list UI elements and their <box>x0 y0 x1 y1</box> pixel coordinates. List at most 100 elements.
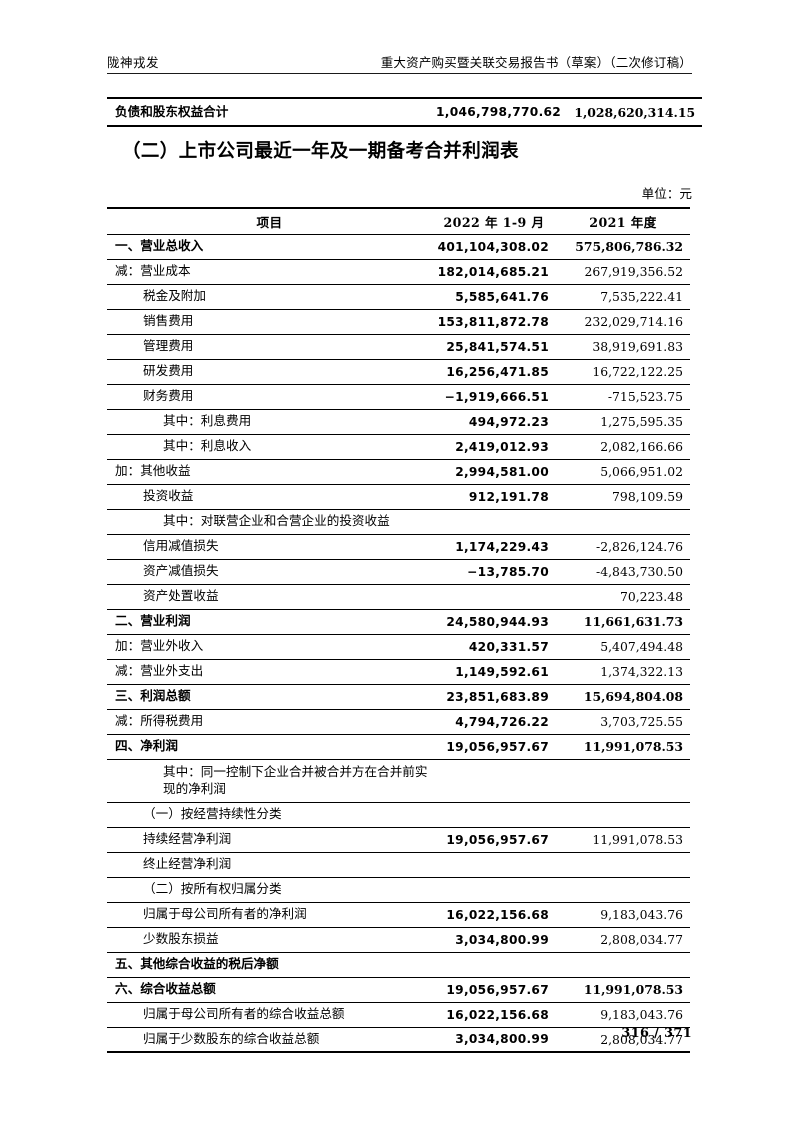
row-value-period2: -2,826,124.76 <box>596 539 683 554</box>
row-item-label: 减：营业外支出 <box>115 663 204 679</box>
row-value-period1 <box>432 779 556 783</box>
row-item-cell: 四、净利润 <box>107 733 432 759</box>
row-value-period1-cell: 16,256,471.85 <box>432 358 556 384</box>
row-item-label: 终止经营净利润 <box>143 856 232 872</box>
row-item-cell: 资产处置收益 <box>107 583 432 609</box>
row-value-period2: 5,407,494.48 <box>600 639 683 654</box>
row-value-period2-cell: 70,223.48 <box>556 583 690 609</box>
row-value-period1: 401,104,308.02 <box>437 239 549 254</box>
row-value-period1-cell: 182,014,685.21 <box>432 258 556 284</box>
row-value-period1: 23,851,683.89 <box>446 689 549 704</box>
row-value-period1: 153,811,872.78 <box>437 314 549 329</box>
table-row: 二、营业利润 24,580,944.93 11,661,631.73 <box>107 608 690 634</box>
row-item-cell: 终止经营净利润 <box>107 851 432 877</box>
row-value-period1: 19,056,957.67 <box>446 982 549 997</box>
row-item-cell: 减：营业成本 <box>107 258 432 284</box>
row-item-label: 归属于少数股东的综合收益总额 <box>143 1031 320 1047</box>
row-item-label: 管理费用 <box>143 338 194 354</box>
row-item-cell: 归属于少数股东的综合收益总额 <box>107 1026 432 1053</box>
section-title: （二）上市公司最近一年及一期备考合并利润表 <box>122 141 519 162</box>
row-item-cell: 六、综合收益总额 <box>107 976 432 1002</box>
row-value-period1: 25,841,574.51 <box>446 339 549 354</box>
table-row: 其中：同一控制下企业合并被合并方在合并前实现的净利润 <box>107 758 690 802</box>
carry-over-item-label: 负债和股东权益合计 <box>115 103 229 119</box>
row-value-period2-cell: 2,082,166.66 <box>556 433 690 459</box>
table-row: （二）按所有权归属分类 <box>107 876 690 902</box>
row-value-period2: 70,223.48 <box>619 589 683 604</box>
row-item-cell: 资产减值损失 <box>107 558 432 584</box>
row-item-label: （一）按经营持续性分类 <box>143 806 282 822</box>
row-value-period2 <box>556 863 690 867</box>
row-value-period1: 2,419,012.93 <box>455 439 549 454</box>
row-value-period1: 3,034,800.99 <box>455 1032 549 1047</box>
row-value-period1 <box>432 963 556 967</box>
row-value-period1-cell: 912,191.78 <box>432 483 556 509</box>
row-value-period1: 3,034,800.99 <box>455 932 549 947</box>
row-value-period1-cell <box>432 758 556 802</box>
row-value-period2: 798,109.59 <box>612 489 683 504</box>
column-header-period2-cell: 2021 年度 <box>556 207 690 235</box>
row-value-period2: 11,991,078.53 <box>583 739 683 754</box>
row-value-period2-cell: 798,109.59 <box>556 483 690 509</box>
row-value-period2 <box>556 963 690 967</box>
table-row: 四、净利润 19,056,957.67 11,991,078.53 <box>107 733 690 759</box>
row-value-period2-cell: 267,919,356.52 <box>556 258 690 284</box>
row-value-period1-cell: 3,034,800.99 <box>432 1026 556 1053</box>
carry-over-value-1: 1,046,798,770.62 <box>436 105 562 119</box>
row-value-period1: 4,794,726.22 <box>455 714 549 729</box>
row-item-cell: （二）按所有权归属分类 <box>107 876 432 902</box>
row-item-label: 归属于母公司所有者的净利润 <box>143 906 307 922</box>
row-value-period1: 1,149,592.61 <box>455 664 549 679</box>
row-value-period2-cell <box>556 851 690 877</box>
row-value-period2-cell: 7,535,222.41 <box>556 283 690 309</box>
row-value-period1-cell: 1,149,592.61 <box>432 658 556 684</box>
table-row: （一）按经营持续性分类 <box>107 801 690 827</box>
row-item-label: 信用减值损失 <box>143 538 219 554</box>
table-row: 归属于母公司所有者的净利润 16,022,156.68 9,183,043.76 <box>107 901 690 927</box>
row-value-period1-cell: 19,056,957.67 <box>432 733 556 759</box>
row-value-period2-cell: 232,029,714.16 <box>556 308 690 334</box>
row-value-period1: 16,256,471.85 <box>446 364 549 379</box>
row-value-period2 <box>556 779 690 783</box>
row-value-period2-cell: 11,991,078.53 <box>556 733 690 759</box>
row-item-cell: 少数股东损益 <box>107 926 432 952</box>
row-value-period2: 7,535,222.41 <box>600 289 683 304</box>
row-value-period2-cell: -2,826,124.76 <box>556 533 690 559</box>
row-value-period2: -4,843,730.50 <box>596 564 683 579</box>
row-value-period2: 1,275,595.35 <box>600 414 683 429</box>
row-value-period2-cell: -4,843,730.50 <box>556 558 690 584</box>
table-row: 三、利润总额 23,851,683.89 15,694,804.08 <box>107 683 690 709</box>
unit-note: 单位：元 <box>641 186 692 201</box>
row-item-label: 加：其他收益 <box>115 463 191 479</box>
row-item-label: 六、综合收益总额 <box>115 981 216 997</box>
row-value-period1-cell: 494,972.23 <box>432 408 556 434</box>
row-value-period1-cell: 19,056,957.67 <box>432 826 556 852</box>
table-row: 五、其他综合收益的税后净额 <box>107 951 690 977</box>
row-value-period1: 494,972.23 <box>468 414 549 429</box>
row-item-label: 资产减值损失 <box>143 563 219 579</box>
row-value-period2-cell <box>556 758 690 802</box>
row-value-period2: 11,991,078.53 <box>592 832 683 847</box>
row-value-period1: 912,191.78 <box>468 489 549 504</box>
page-number: 316 / 371 <box>621 1026 692 1041</box>
row-value-period2-cell: 1,275,595.35 <box>556 408 690 434</box>
row-item-label: 税金及附加 <box>143 288 206 304</box>
row-value-period2: 9,183,043.76 <box>600 1007 683 1022</box>
table-row: 加：营业外收入 420,331.57 5,407,494.48 <box>107 633 690 659</box>
row-value-period2: 11,991,078.53 <box>583 982 683 997</box>
table-row: 归属于少数股东的综合收益总额 3,034,800.99 2,808,034.77 <box>107 1026 690 1053</box>
row-value-period2-cell: 5,407,494.48 <box>556 633 690 659</box>
row-value-period2-cell: 11,991,078.53 <box>556 826 690 852</box>
row-item-cell: 归属于母公司所有者的净利润 <box>107 901 432 927</box>
row-value-period2-cell: 2,808,034.77 <box>556 926 690 952</box>
row-value-period2-cell: 2,808,034.77 <box>556 1026 690 1053</box>
row-value-period1: 24,580,944.93 <box>446 614 549 629</box>
row-value-period2: 5,066,951.02 <box>600 464 683 479</box>
row-value-period1-cell: 3,034,800.99 <box>432 926 556 952</box>
row-item-cell: 一、营业总收入 <box>107 233 432 259</box>
row-item-cell: 减：营业外支出 <box>107 658 432 684</box>
row-value-period2: 232,029,714.16 <box>584 314 683 329</box>
row-item-cell: 投资收益 <box>107 483 432 509</box>
row-item-cell: 销售费用 <box>107 308 432 334</box>
column-header-period2: 2021 年度 <box>589 214 657 230</box>
